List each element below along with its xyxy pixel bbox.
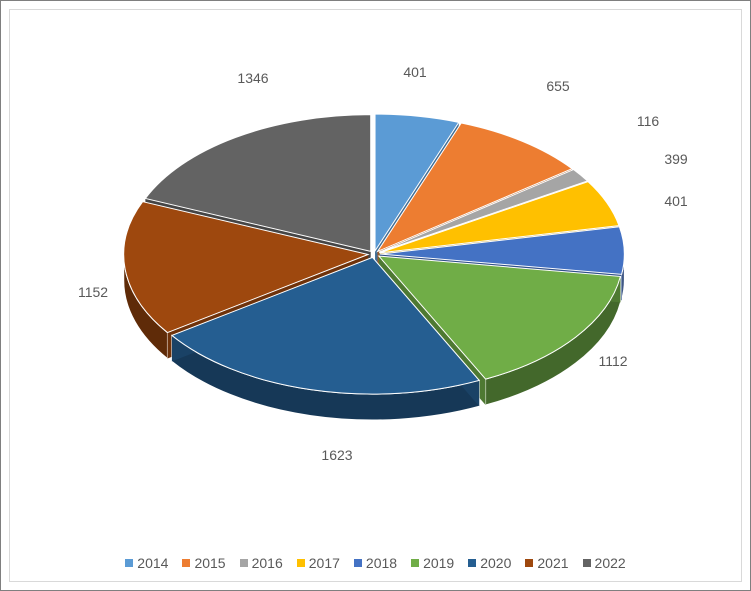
legend-label-2015: 2015: [194, 555, 225, 571]
legend-item-2017: 2017: [297, 555, 340, 571]
legend-swatch-2016: [240, 559, 248, 567]
legend-label-2018: 2018: [366, 555, 397, 571]
legend-label-2022: 2022: [595, 555, 626, 571]
legend-item-2014: 2014: [125, 555, 168, 571]
legend-label-2020: 2020: [480, 555, 511, 571]
legend-swatch-2014: [125, 559, 133, 567]
legend-label-2021: 2021: [537, 555, 568, 571]
legend-label-2016: 2016: [252, 555, 283, 571]
legend-item-2015: 2015: [182, 555, 225, 571]
legend-label-2014: 2014: [137, 555, 168, 571]
legend-swatch-2020: [468, 559, 476, 567]
legend: 2014 2015 2016 2017 2018 2019: [10, 555, 741, 571]
legend-swatch-2017: [297, 559, 305, 567]
plot-area: 401 655 116 399 401 1112 1623 1152 1346 …: [9, 9, 742, 582]
legend-item-2018: 2018: [354, 555, 397, 571]
legend-swatch-2018: [354, 559, 362, 567]
legend-swatch-2015: [182, 559, 190, 567]
legend-label-2017: 2017: [309, 555, 340, 571]
legend-item-2019: 2019: [411, 555, 454, 571]
pie-chart: [10, 10, 741, 581]
outer-frame: 401 655 116 399 401 1112 1623 1152 1346 …: [0, 0, 751, 591]
legend-swatch-2022: [583, 559, 591, 567]
legend-item-2020: 2020: [468, 555, 511, 571]
legend-swatch-2019: [411, 559, 419, 567]
legend-swatch-2021: [525, 559, 533, 567]
legend-item-2021: 2021: [525, 555, 568, 571]
legend-label-2019: 2019: [423, 555, 454, 571]
legend-item-2022: 2022: [583, 555, 626, 571]
legend-item-2016: 2016: [240, 555, 283, 571]
